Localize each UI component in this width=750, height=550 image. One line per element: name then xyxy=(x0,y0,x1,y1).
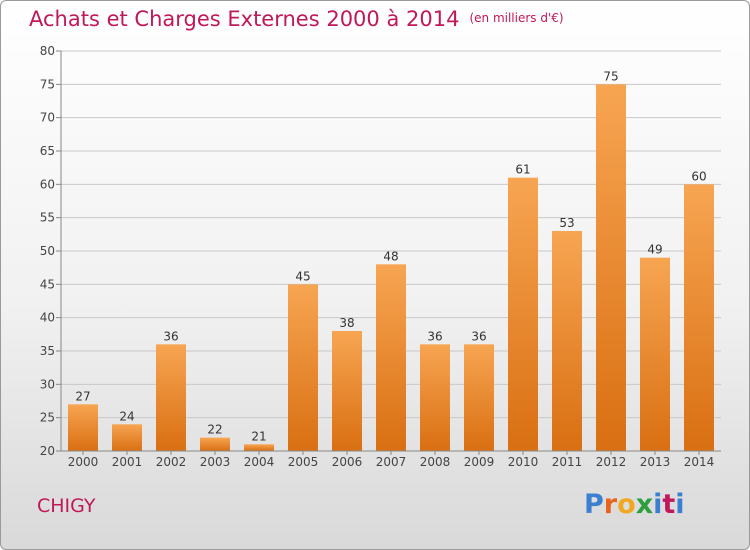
bar-2009 xyxy=(464,344,494,451)
y-tick-label: 65 xyxy=(40,144,55,158)
data-label-2005: 45 xyxy=(295,269,310,283)
bar-2012 xyxy=(596,84,626,451)
x-tick-label-2004: 2004 xyxy=(244,455,275,469)
x-tick-label-2002: 2002 xyxy=(156,455,187,469)
x-tick-label-2007: 2007 xyxy=(376,455,407,469)
logo-letter: o xyxy=(617,489,636,520)
y-tick-label: 40 xyxy=(40,311,55,325)
data-label-2014: 60 xyxy=(691,169,706,183)
data-label-2011: 53 xyxy=(559,216,574,230)
commune-name: CHIGY xyxy=(37,495,96,517)
y-tick-label: 80 xyxy=(40,44,55,58)
bar-2011 xyxy=(552,231,582,451)
chart-unit: (en milliers d'€) xyxy=(469,11,564,25)
x-tick-label-2013: 2013 xyxy=(640,455,671,469)
x-tick-label-2008: 2008 xyxy=(420,455,451,469)
bar-2008 xyxy=(420,344,450,451)
bar-2014 xyxy=(684,184,714,452)
data-label-2002: 36 xyxy=(163,329,178,343)
x-tick-label-2010: 2010 xyxy=(508,455,539,469)
bar-2005 xyxy=(288,284,318,451)
x-tick-label-2009: 2009 xyxy=(464,455,495,469)
logo-letter: t xyxy=(662,489,676,520)
data-label-2010: 61 xyxy=(515,163,530,177)
x-tick-label-2006: 2006 xyxy=(332,455,363,469)
data-label-2000: 27 xyxy=(75,389,90,403)
x-tick-label-2003: 2003 xyxy=(200,455,231,469)
y-tick-label: 45 xyxy=(40,277,55,291)
proxiti-logo: Proxiti xyxy=(584,489,685,520)
y-tick-label: 55 xyxy=(40,211,55,225)
x-tick-label-2001: 2001 xyxy=(112,455,143,469)
data-label-2009: 36 xyxy=(471,329,486,343)
bars xyxy=(68,84,714,452)
x-tick-label-2000: 2000 xyxy=(68,455,99,469)
x-tick-label-2014: 2014 xyxy=(684,455,715,469)
data-label-2006: 38 xyxy=(339,316,354,330)
bar-2007 xyxy=(376,264,406,451)
bar-2013 xyxy=(640,257,670,451)
bar-2003 xyxy=(200,437,230,451)
bar-2001 xyxy=(112,424,142,451)
y-tick-label: 75 xyxy=(40,77,55,91)
x-tick-label-2011: 2011 xyxy=(552,455,583,469)
y-tick-label: 25 xyxy=(40,411,55,425)
data-label-2003: 22 xyxy=(207,423,222,437)
chart-title: Achats et Charges Externes 2000 à 2014 (e… xyxy=(29,7,564,31)
y-tick-label: 35 xyxy=(40,344,55,358)
logo-letter: r xyxy=(603,489,618,520)
data-labels: 27 24 36 22 21 45 38 48 36 36 61 53 75 49 60 xyxy=(75,69,706,443)
x-tick-label-2005: 2005 xyxy=(288,455,319,469)
y-tick-label: 50 xyxy=(40,244,55,258)
logo-letter: i xyxy=(653,489,663,520)
bar-2002 xyxy=(156,344,186,451)
logo-letter: x xyxy=(635,489,654,520)
data-label-2013: 49 xyxy=(647,243,662,257)
bar-2000 xyxy=(68,404,98,451)
x-tick-label-2012: 2012 xyxy=(596,455,627,469)
y-tick-label: 60 xyxy=(40,177,55,191)
axes: 20 25 30 35 40 45 50 55 60 65 70 75 80 2000 2001 2002 20… xyxy=(40,44,721,469)
chart-title-text: Achats et Charges Externes 2000 à 2014 xyxy=(29,7,460,31)
data-label-2001: 24 xyxy=(119,409,134,423)
bar-2010 xyxy=(508,177,538,451)
data-label-2008: 36 xyxy=(427,329,442,343)
data-label-2007: 48 xyxy=(383,249,398,263)
y-tick-label: 70 xyxy=(40,111,55,125)
y-tick-label: 30 xyxy=(40,377,55,391)
bar-2004 xyxy=(244,444,274,451)
logo-letter: i xyxy=(675,489,685,520)
data-label-2012: 75 xyxy=(603,69,618,83)
y-tick-label: 20 xyxy=(40,444,55,458)
logo-letter: P xyxy=(584,489,604,520)
data-label-2004: 21 xyxy=(251,429,266,443)
bar-2006 xyxy=(332,331,362,451)
